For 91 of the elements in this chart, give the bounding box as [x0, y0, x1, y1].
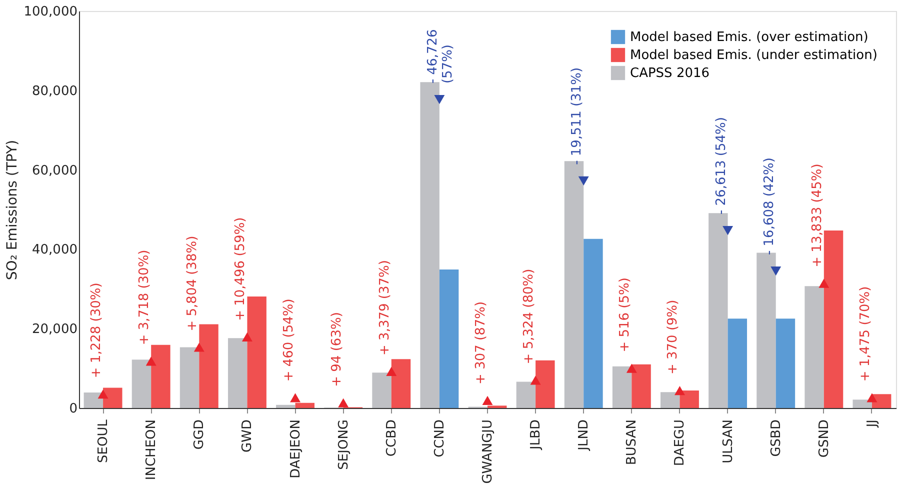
- bar: [536, 360, 555, 408]
- point: [386, 366, 397, 376]
- annotation: - 26,613 (54%): [714, 117, 729, 215]
- bar: [804, 286, 824, 408]
- x-tick-label: GSBD: [768, 420, 784, 457]
- y-tick-label: 40,000: [32, 242, 78, 258]
- point: [530, 376, 541, 385]
- point: [866, 393, 878, 402]
- legend-label: Model based Emis. (over estimation): [630, 30, 868, 45]
- x-tick-label: CCND: [432, 420, 448, 458]
- point: [194, 342, 204, 352]
- annotation: - 16,608 (42%): [762, 158, 777, 256]
- annotation: + 370 (9%): [666, 300, 681, 375]
- point: [578, 176, 589, 186]
- annotation: + 94 (63%): [329, 312, 344, 387]
- x-tick-label: JLBD: [528, 420, 544, 451]
- annotation: + 5,324 (80%): [522, 268, 537, 364]
- bar: [584, 238, 603, 408]
- annotation: + 5,804 (38%): [185, 236, 200, 332]
- point: [722, 226, 734, 236]
- annotation: + 516 (5%): [618, 278, 633, 352]
- point: [98, 390, 108, 399]
- bar: [151, 344, 170, 408]
- annotation: + 1,475 (70%): [858, 286, 873, 382]
- bar: [728, 318, 748, 408]
- annotation: + 460 (54%): [281, 298, 296, 382]
- bar: [632, 364, 651, 408]
- x-tick-label: BUSAN: [624, 420, 640, 466]
- bar: [612, 366, 632, 408]
- bar: [199, 324, 218, 408]
- bar: [776, 318, 796, 408]
- x-tick-label: ULSAN: [720, 420, 736, 464]
- bar: [660, 392, 680, 408]
- bar: [295, 402, 314, 408]
- x-tick-label: CCBD: [384, 420, 400, 457]
- bar: [564, 161, 584, 408]
- annotation: + 307 (87%): [474, 301, 488, 384]
- annotation: - 46,726 (57%): [425, 29, 456, 84]
- x-tick-label: INCHEON: [144, 420, 160, 480]
- bar: [84, 392, 104, 408]
- point: [482, 396, 493, 405]
- x-tick-label: GWANGJU: [480, 420, 496, 484]
- point: [338, 398, 349, 408]
- point: [242, 332, 252, 342]
- bar: [103, 388, 122, 408]
- point: [674, 386, 685, 396]
- point: [146, 356, 156, 366]
- bar: [247, 296, 266, 408]
- x-tick-label: GGD: [192, 420, 208, 450]
- bar: [516, 382, 536, 408]
- bar: [824, 230, 844, 408]
- bar: [852, 400, 872, 408]
- bar: [391, 359, 411, 408]
- annotation: + 3,718 (30%): [137, 250, 152, 346]
- y-tick-label: 0: [69, 402, 78, 416]
- x-tick-label: SEOUL: [96, 418, 112, 463]
- bar: [420, 82, 440, 408]
- point: [626, 364, 637, 373]
- x-tick-label: DAEJEON: [288, 420, 304, 478]
- point: [290, 393, 301, 402]
- y-tick-label: 20,000: [32, 322, 78, 338]
- x-tick-label: JLND: [576, 420, 592, 452]
- annotation: + 10,496 (59%): [233, 217, 248, 321]
- legend-label: CAPSS 2016: [630, 66, 710, 81]
- y-tick-label: 60,000: [32, 163, 78, 178]
- x-tick-label: GSND: [816, 420, 832, 458]
- x-tick-label: SEJONG: [336, 420, 352, 470]
- annotation: + 1,228 (30%): [89, 282, 104, 378]
- bar: [872, 394, 892, 408]
- bar: [276, 404, 296, 408]
- x-tick-label: JJ: [864, 420, 880, 428]
- bar: [228, 338, 248, 408]
- x-tick-label: DAEGU: [672, 420, 688, 466]
- point: [818, 278, 830, 288]
- bar: [680, 390, 699, 408]
- point: [770, 266, 782, 276]
- annotation: + 13,833 (45%): [810, 164, 825, 268]
- annotation: + 3,379 (37%): [377, 260, 392, 356]
- bar: [372, 372, 392, 408]
- bar: [756, 252, 776, 408]
- point: [434, 94, 445, 104]
- bar: [132, 360, 152, 408]
- bar: [708, 213, 728, 408]
- x-tick-label: GWD: [240, 420, 256, 452]
- legend-label: Model based Emis. (under estimation): [630, 48, 878, 63]
- bar: [180, 347, 200, 408]
- y-tick-label: 80,000: [32, 84, 78, 99]
- bar: [439, 269, 459, 408]
- y-tick-label: 100,000: [24, 4, 78, 20]
- annotation: - 19,511 (31%): [570, 67, 585, 165]
- y-axis-title: SO₂ Emissions (TPY): [4, 140, 21, 280]
